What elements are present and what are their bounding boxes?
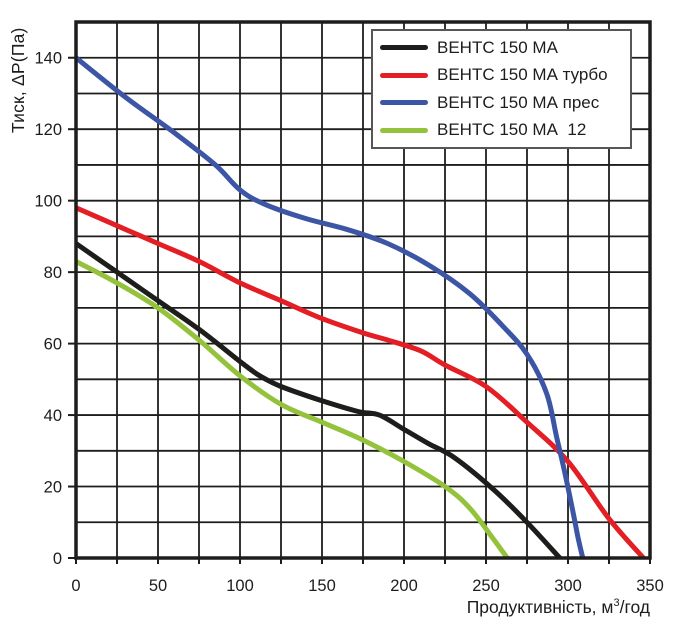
y-tick-label: 120 [34,121,62,139]
legend-label: ВЕНТС 150 МА турбо [437,65,608,85]
x-tick-label: 0 [71,577,80,595]
x-tick-label: 250 [472,577,500,595]
x-axis-title-sup: 3 [613,597,620,610]
legend-item-ma-press: ВЕНТС 150 МА прес [373,90,630,116]
y-tick-label: 40 [44,407,62,425]
plot-frame [74,20,652,560]
x-axis-title-unit: /год [619,597,650,617]
legend-item-ma-12: ВЕНТС 150 МА 12 [373,117,630,143]
x-tick-label: 150 [308,577,336,595]
legend-swatch-blue-line [380,100,428,106]
x-tick-label: 100 [226,577,254,595]
x-tick-label: 200 [390,577,418,595]
legend-label: ВЕНТС 150 МА прес [437,92,600,112]
legend-label: ВЕНТС 150 МА [437,37,558,57]
y-tick-label: 0 [53,550,62,568]
curve-3 [76,258,510,558]
legend-label: ВЕНТС 150 МА 12 [437,120,587,140]
tick-labels: 0 50 100 150 200 250 300 350 0 20 40 60 80 100 120 140 [34,50,663,595]
y-tick-label: 20 [44,479,62,497]
curve-1 [76,205,646,558]
legend-item-ma-turbo: ВЕНТС 150 МА турбо [373,62,630,88]
x-tick-label: 50 [149,577,167,595]
x-tick-label: 300 [554,577,582,595]
y-tick-label: 80 [44,264,62,282]
y-axis-title: Тиск, ΔP(Па) [8,27,28,133]
curve-0 [76,241,563,558]
curves [76,55,646,558]
y-tick-label: 60 [44,336,62,354]
y-tick-label: 100 [34,193,62,211]
legend-swatch-green-line [380,127,428,133]
x-axis-title-text: Продуктивність, м [466,597,614,617]
legend-swatch-black-line [380,45,428,51]
legend-swatch-red-line [380,72,428,78]
x-tick-label: 350 [636,577,664,595]
x-axis-title: Продуктивність, м3/год [467,597,650,618]
legend: ВЕНТС 150 МА ВЕНТС 150 МА турбо ВЕНТС 15… [371,29,632,149]
curve-2 [76,55,586,558]
y-tick-label: 140 [34,50,62,68]
legend-item-ma: ВЕНТС 150 МА [373,35,630,61]
